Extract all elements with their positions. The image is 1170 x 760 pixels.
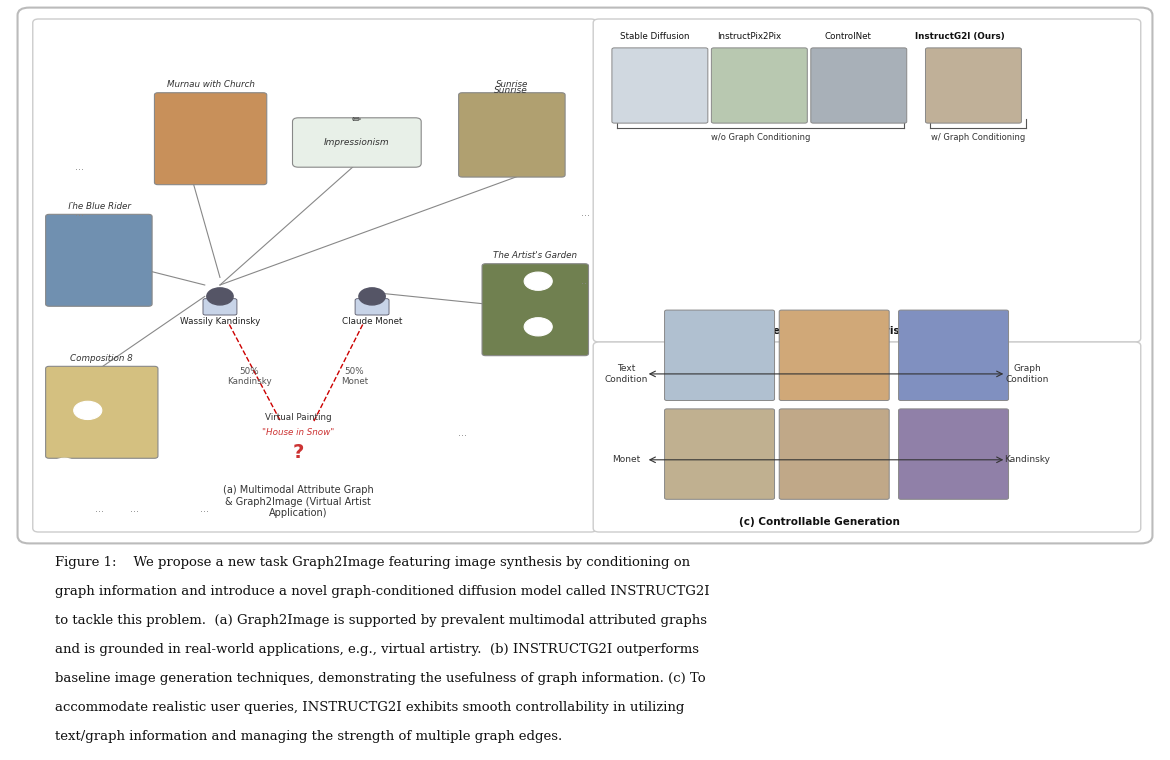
Text: 50%
Kandinsky: 50% Kandinsky	[227, 366, 271, 386]
Text: ...: ...	[130, 504, 139, 515]
Text: Claude Monet: Claude Monet	[342, 318, 402, 326]
Text: Sunrise: Sunrise	[495, 86, 528, 95]
FancyBboxPatch shape	[612, 48, 708, 123]
Text: Stable Diffusion: Stable Diffusion	[620, 32, 690, 41]
Text: ...: ...	[75, 162, 84, 173]
Text: InstructPix2Pix: InstructPix2Pix	[717, 32, 780, 41]
FancyBboxPatch shape	[665, 409, 775, 499]
FancyBboxPatch shape	[593, 19, 1141, 342]
FancyBboxPatch shape	[46, 366, 158, 458]
Text: Graph
Condition: Graph Condition	[1005, 364, 1049, 384]
Text: and is grounded in real-world applications, e.g., virtual artistry.  (b) INSTRUC: and is grounded in real-world applicatio…	[55, 643, 698, 656]
Text: ...: ...	[75, 207, 84, 218]
Text: ✏: ✏	[352, 115, 362, 125]
Text: 50%
Monet: 50% Monet	[340, 366, 369, 386]
Text: Text
Condition: Text Condition	[604, 364, 648, 384]
FancyBboxPatch shape	[779, 310, 889, 401]
Circle shape	[121, 500, 149, 518]
FancyBboxPatch shape	[811, 48, 907, 123]
FancyBboxPatch shape	[482, 264, 589, 356]
Text: ...: ...	[200, 504, 209, 515]
Text: w/ Graph Conditioning: w/ Graph Conditioning	[931, 133, 1025, 142]
Circle shape	[191, 500, 219, 518]
Circle shape	[524, 318, 552, 336]
FancyBboxPatch shape	[18, 8, 1152, 543]
Text: Figure 1:    We propose a new task Graph2Image featuring image synthesis by cond: Figure 1: We propose a new task Graph2Im…	[55, 556, 690, 569]
FancyBboxPatch shape	[46, 214, 152, 306]
FancyBboxPatch shape	[292, 118, 421, 167]
Text: ...: ...	[457, 428, 467, 439]
Circle shape	[50, 458, 78, 477]
Circle shape	[207, 288, 233, 305]
FancyBboxPatch shape	[204, 299, 236, 315]
FancyBboxPatch shape	[899, 409, 1009, 499]
FancyBboxPatch shape	[356, 299, 388, 315]
Text: ControlNet: ControlNet	[825, 32, 872, 41]
Text: accommodate realistic user queries, INSTRUCTG2I exhibits smooth controllability : accommodate realistic user queries, INST…	[55, 701, 684, 714]
Circle shape	[50, 185, 78, 203]
Circle shape	[359, 288, 385, 305]
FancyBboxPatch shape	[925, 48, 1021, 123]
FancyBboxPatch shape	[154, 93, 267, 185]
Text: text/graph information and managing the strength of multiple graph edges.: text/graph information and managing the …	[55, 730, 563, 743]
Text: "House in Snow": "House in Snow"	[262, 428, 335, 437]
Text: Wassily Kandinsky: Wassily Kandinsky	[180, 318, 260, 326]
FancyBboxPatch shape	[899, 310, 1009, 401]
Circle shape	[524, 272, 552, 290]
FancyBboxPatch shape	[779, 409, 889, 499]
Text: The Blue Rider: The Blue Rider	[67, 201, 131, 211]
Text: ?: ?	[292, 442, 304, 461]
Text: graph information and introduce a novel graph-conditioned diffusion model called: graph information and introduce a novel …	[55, 585, 710, 598]
Text: Murnau with Church: Murnau with Church	[166, 80, 255, 89]
Text: Monet: Monet	[612, 455, 640, 464]
Text: Sunrise: Sunrise	[496, 80, 528, 89]
Text: Virtual Painting: Virtual Painting	[266, 413, 331, 422]
FancyBboxPatch shape	[593, 342, 1141, 532]
FancyBboxPatch shape	[665, 310, 775, 401]
Text: InstructG2I (Ours): InstructG2I (Ours)	[915, 32, 1004, 41]
Text: ...: ...	[580, 207, 590, 218]
FancyBboxPatch shape	[459, 93, 565, 177]
Text: to tackle this problem.  (a) Graph2Image is supported by prevalent multimodal at: to tackle this problem. (a) Graph2Image …	[55, 614, 707, 627]
Text: ...: ...	[580, 276, 590, 287]
Text: ...: ...	[95, 504, 104, 515]
FancyBboxPatch shape	[711, 48, 807, 123]
Text: baseline image generation techniques, demonstrating the usefulness of graph info: baseline image generation techniques, de…	[55, 672, 706, 685]
Text: Kandinsky: Kandinsky	[1004, 455, 1051, 464]
Text: Composition 8: Composition 8	[70, 353, 133, 363]
Circle shape	[50, 500, 78, 518]
Circle shape	[442, 424, 470, 442]
Circle shape	[74, 401, 102, 420]
Text: (c) Controllable Generation: (c) Controllable Generation	[738, 517, 900, 527]
Text: Impressionism: Impressionism	[324, 138, 390, 147]
Text: w/o Graph Conditioning: w/o Graph Conditioning	[711, 133, 810, 142]
FancyBboxPatch shape	[33, 19, 597, 532]
Text: The Artist's Garden: The Artist's Garden	[494, 251, 577, 260]
Text: (b) Image Synthesis Comparison: (b) Image Synthesis Comparison	[723, 325, 915, 336]
Text: (a) Multimodal Attribute Graph
& Graph2Image (Virtual Artist
Application): (a) Multimodal Attribute Graph & Graph2I…	[223, 485, 373, 518]
Circle shape	[261, 428, 336, 477]
